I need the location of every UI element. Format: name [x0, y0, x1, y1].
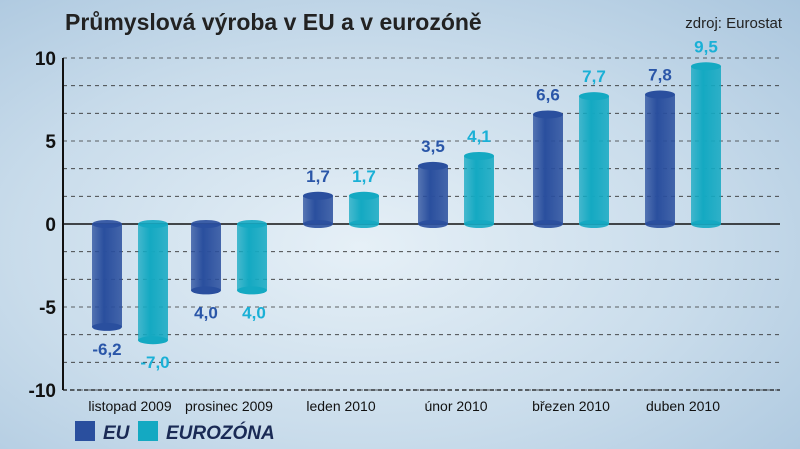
- bar-base: [418, 220, 448, 228]
- chart-title: Průmyslová výroba v EU a v eurozóně: [65, 9, 482, 35]
- bar-cap: [464, 151, 494, 160]
- bar-cap: [418, 161, 448, 170]
- data-label: 1,7: [306, 167, 330, 186]
- data-label: 4,0: [242, 303, 266, 322]
- y-tick-label: -5: [39, 298, 56, 319]
- bar-eurozona: [691, 66, 721, 224]
- x-tick-label: březen 2010: [532, 398, 610, 414]
- bar-eu: [418, 165, 448, 224]
- x-tick-label: prosinec 2009: [185, 398, 273, 414]
- bar-cap: [92, 322, 122, 331]
- bar-cap: [349, 191, 379, 200]
- legend-label: EUROZÓNA: [166, 422, 275, 444]
- bar-cap: [237, 286, 267, 295]
- x-tick-label: únor 2010: [424, 398, 487, 414]
- bar-cap: [579, 92, 609, 101]
- bar-base: [579, 220, 609, 228]
- bar-base: [533, 220, 563, 228]
- legend-swatch: [75, 421, 95, 441]
- y-tick-label: 10: [35, 49, 56, 70]
- bar-base: [349, 220, 379, 228]
- bar-eurozona: [138, 224, 168, 341]
- bar-eu: [645, 94, 675, 225]
- x-tick-label: leden 2010: [306, 398, 376, 414]
- bar-base: [191, 220, 221, 228]
- data-label: -7,0: [140, 353, 169, 372]
- data-label: 6,6: [536, 85, 560, 104]
- data-label: -6,2: [92, 340, 121, 359]
- bar-base: [237, 220, 267, 228]
- bar-cap: [191, 286, 221, 295]
- data-label: 4,1: [467, 127, 491, 146]
- bar-base: [691, 220, 721, 228]
- data-label: 3,5: [421, 137, 445, 156]
- bar-eu: [533, 114, 563, 224]
- bar-eurozona: [579, 96, 609, 224]
- data-label: 1,7: [352, 167, 376, 186]
- x-tick-label: duben 2010: [646, 398, 720, 414]
- data-label: 7,7: [582, 67, 606, 86]
- bar-eu: [303, 195, 333, 224]
- y-tick-label: 5: [45, 132, 56, 153]
- bar-eurozona: [237, 224, 267, 291]
- bar-base: [303, 220, 333, 228]
- bar-base: [92, 220, 122, 228]
- bar-eu: [191, 224, 221, 291]
- bar-cap: [645, 90, 675, 99]
- bar-eu: [92, 224, 122, 327]
- bar-cap: [303, 191, 333, 200]
- bar-base: [464, 220, 494, 228]
- data-label: 7,8: [648, 66, 672, 85]
- legend-swatch: [138, 421, 158, 441]
- y-tick-label: -10: [29, 381, 56, 402]
- bar-eurozona: [349, 195, 379, 224]
- bar-cap: [533, 110, 563, 119]
- legend-label: EU: [103, 423, 131, 444]
- y-tick-label: 0: [45, 215, 56, 236]
- x-tick-label: listopad 2009: [88, 398, 172, 414]
- bar-cap: [691, 62, 721, 71]
- bar-base: [138, 220, 168, 228]
- data-label: 9,5: [694, 37, 718, 56]
- bar-base: [645, 220, 675, 228]
- bar-eurozona: [464, 155, 494, 224]
- source-label: zdroj: Eurostat: [685, 15, 783, 32]
- bar-cap: [138, 336, 168, 345]
- data-label: 4,0: [194, 303, 218, 322]
